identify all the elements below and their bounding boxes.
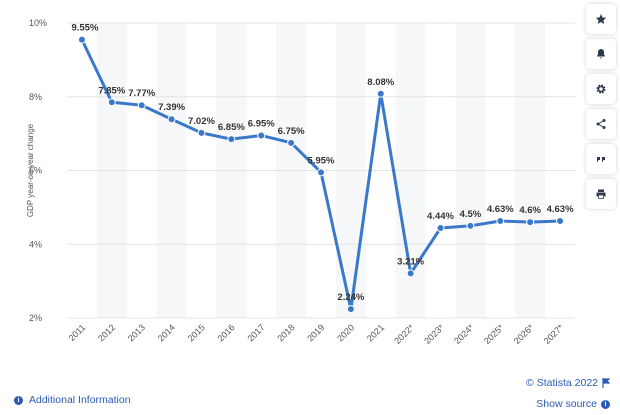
data-label: 7.39% [158,102,185,113]
print-button[interactable] [586,179,616,209]
x-tick-label: 2019 [305,322,326,343]
x-tick-label: 2012 [96,322,117,343]
data-point [167,115,176,124]
show-source-label: Show source [536,398,597,410]
data-label: 4.44% [427,211,454,222]
x-tick-label: 2017 [245,322,266,343]
favorite-button[interactable] [586,4,616,34]
y-tick-label: 4% [29,239,42,249]
sidebar-toolbar [586,4,616,209]
data-point [436,224,445,233]
data-point [526,218,535,227]
copyright-label: © Statista 2022 [526,377,598,389]
x-tick-label: 2015 [186,322,207,343]
gear-icon [596,84,606,94]
print-icon [596,189,606,199]
data-label: 4.63% [547,204,574,215]
y-tick-label: 10% [29,18,47,28]
x-tick-label: 2014 [156,322,177,343]
settings-button[interactable] [586,74,616,104]
star-icon [595,14,607,24]
data-label: 7.77% [128,88,155,99]
x-tick-label: 2011 [67,322,88,343]
y-tick-label: 2% [29,313,42,323]
data-label: 7.85% [98,85,125,96]
y-tick-label: 8% [29,92,42,102]
additional-information-link[interactable]: i Additional Information [14,394,131,406]
data-label: 6.75% [278,126,305,137]
data-point [556,217,565,226]
data-point [197,128,206,137]
flag-icon [602,378,610,388]
copyright: © Statista 2022 [526,377,610,389]
quote-icon [597,157,605,162]
x-tick-label: 2013 [126,322,147,343]
x-tick-label: 2024* [452,322,476,346]
bell-icon [597,49,605,59]
data-point [137,101,146,110]
data-point [496,217,505,226]
additional-information-label: Additional Information [29,394,131,406]
info-icon: i [14,395,23,405]
data-label: 9.55% [71,23,98,34]
data-label: 3.21% [397,256,424,267]
data-point [406,269,415,278]
x-tick-label: 2020 [335,322,356,343]
share-button[interactable] [586,109,616,139]
data-label: 4.5% [460,209,482,220]
x-tick-label: 2021 [365,322,386,343]
data-point [227,135,236,144]
y-tick-label: 6% [29,166,42,176]
data-point [346,305,355,314]
notification-button[interactable] [586,39,616,69]
data-label: 6.85% [218,122,245,133]
x-tick-label: 2018 [275,322,296,343]
data-point [317,168,325,177]
data-point [376,89,385,98]
data-point [257,131,266,140]
data-point [107,98,116,107]
data-label: 5.95% [308,155,335,166]
x-tick-label: 2016 [216,322,237,343]
x-tick-label: 2022* [392,322,416,346]
data-point [287,138,296,147]
chart: 2% 4% 6% 8% 10% GDP year-on-year change 2011 20… [26,18,575,346]
x-tick-label: 2023* [422,322,446,346]
data-point [466,221,475,230]
info-icon: i [601,399,610,409]
data-label: 2.24% [337,292,364,303]
y-axis-label: GDP year-on-year change [26,123,35,217]
x-tick-label: 2027* [542,322,566,346]
data-label: 8.08% [367,77,394,88]
data-label: 6.95% [248,118,275,129]
data-point [77,35,86,44]
x-tick-label: 2025* [482,322,506,346]
share-icon [596,119,606,129]
cite-button[interactable] [586,144,616,174]
show-source-link[interactable]: Show source i [536,398,610,410]
data-label: 4.6% [519,205,541,216]
data-label: 7.02% [188,116,215,127]
x-tick-label: 2026* [512,322,536,346]
data-label: 4.63% [487,204,514,215]
